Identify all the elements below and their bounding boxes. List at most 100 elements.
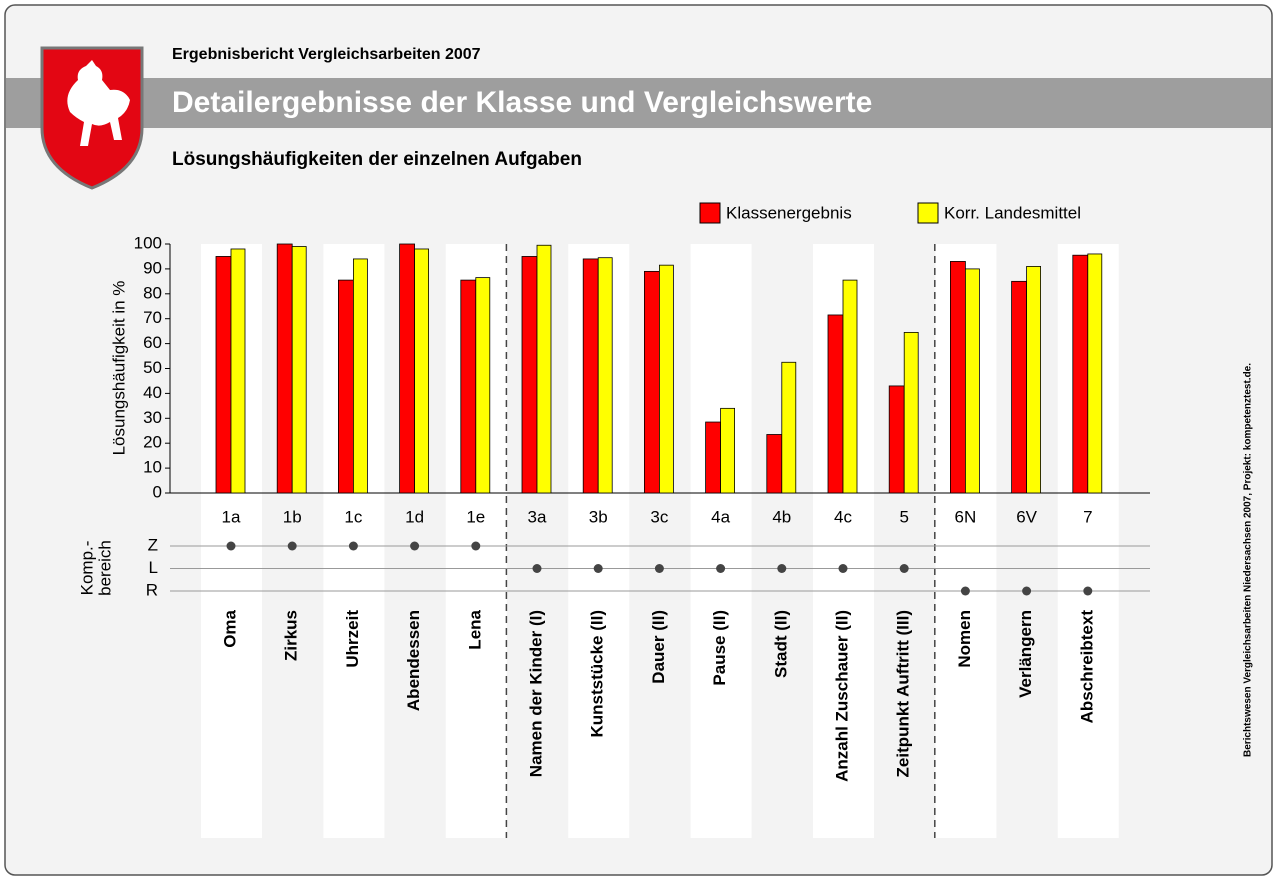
x-tick-label: 5 — [899, 507, 908, 526]
competence-dot — [226, 541, 236, 551]
x-tick-label: 6V — [1016, 507, 1037, 526]
legend-swatch — [917, 202, 939, 224]
bar — [597, 257, 613, 494]
task-name: Uhrzeit — [343, 610, 362, 668]
task-name: Dauer (II) — [649, 610, 668, 684]
bar — [950, 261, 966, 494]
competence-dot — [287, 541, 297, 551]
column-band — [690, 244, 752, 838]
title-band — [6, 78, 1271, 128]
x-tick-label: 1c — [344, 507, 362, 526]
bar — [215, 256, 232, 494]
task-name: Anzahl Zuschauer (II) — [832, 610, 851, 782]
y-tick-label: 100 — [134, 233, 162, 252]
x-tick-label: 3b — [589, 507, 608, 526]
bar — [644, 270, 660, 494]
competence-level: R — [146, 580, 158, 599]
x-tick-label: 1b — [283, 507, 302, 526]
bar — [903, 331, 919, 494]
bar — [888, 385, 905, 494]
task-name: Nomen — [955, 610, 974, 668]
bar — [842, 279, 858, 494]
legend-swatch — [699, 202, 721, 224]
bar — [337, 279, 354, 494]
competence-dot — [593, 564, 603, 573]
task-name: Stadt (II) — [771, 610, 790, 678]
y-tick-label: 90 — [143, 258, 162, 277]
bar — [720, 407, 735, 494]
bar — [536, 244, 552, 494]
chart-title: Detailergebnisse der Klasse und Vergleic… — [172, 86, 872, 119]
bar — [1087, 253, 1103, 494]
y-tick-label: 10 — [143, 458, 162, 477]
task-name: Oma — [220, 609, 239, 647]
competence-dot — [348, 541, 358, 551]
legend-label: Korr. Landesmittel — [944, 203, 1081, 222]
header: Ergebnisbericht Vergleichsarbeiten 2007 — [172, 46, 481, 63]
task-name: Namen der Kinder (I) — [526, 610, 545, 777]
x-tick-label: 3c — [650, 507, 668, 526]
competence-level: Z — [148, 535, 158, 554]
y-tick-label: 30 — [143, 408, 162, 427]
competence-level: L — [149, 558, 158, 577]
bar — [291, 246, 307, 494]
competence-dot — [899, 564, 909, 573]
task-name: Verlängern — [1016, 610, 1035, 698]
y-axis-label: Lösungshäufigkeit in % — [109, 281, 128, 456]
x-tick-label: 1e — [466, 507, 485, 526]
competence-dot — [410, 541, 420, 551]
coat-of-arms — [40, 46, 144, 190]
y-tick-label: 40 — [143, 383, 162, 402]
legend-label: Klassenergebnis — [726, 203, 852, 222]
competence-dot — [838, 564, 848, 573]
task-name: Zirkus — [282, 610, 301, 661]
x-tick-label: 6N — [955, 507, 977, 526]
task-name: Pause (II) — [710, 610, 729, 686]
task-name: Abendessen — [404, 610, 423, 711]
bar — [766, 434, 783, 494]
bar — [659, 264, 674, 494]
bar — [705, 421, 721, 494]
bar — [352, 258, 368, 494]
bar — [827, 314, 844, 494]
competence-label: Komp.- — [77, 541, 96, 596]
bar — [230, 248, 246, 494]
x-tick-label: 1d — [405, 507, 424, 526]
x-tick-label: 4b — [772, 507, 791, 526]
bar — [1011, 280, 1027, 494]
x-tick-label: 1a — [222, 507, 241, 526]
y-tick-label: 60 — [143, 333, 162, 352]
bar — [399, 243, 416, 494]
y-tick-label: 50 — [143, 358, 162, 377]
task-name: Abschreibtext — [1077, 610, 1096, 724]
y-tick-label: 0 — [153, 482, 162, 501]
competence-label: bereich — [95, 540, 114, 596]
task-name: Kunststücke (II) — [588, 610, 607, 738]
bar — [414, 248, 430, 494]
bar — [1026, 266, 1041, 494]
x-tick-label: 7 — [1083, 507, 1092, 526]
competence-dot — [1022, 586, 1032, 596]
bar — [521, 256, 538, 494]
bar — [460, 279, 477, 494]
competence-dot — [654, 564, 664, 573]
y-tick-label: 70 — [143, 308, 162, 327]
bar — [582, 258, 599, 494]
bar — [1072, 254, 1089, 494]
competence-dot — [471, 541, 481, 551]
bar — [965, 268, 980, 494]
chart-subtitle: Lösungshäufigkeiten der einzelnen Aufgab… — [172, 149, 582, 170]
x-tick-label: 4a — [711, 507, 730, 526]
x-tick-label: 4c — [834, 507, 852, 526]
task-name: Zeitpunkt Auftritt (III) — [894, 610, 913, 777]
bar — [781, 361, 797, 494]
y-tick-label: 20 — [143, 433, 162, 452]
sidebar-text: Berichtswesen Vergleichsarbeiten Nieders… — [1243, 363, 1254, 757]
competence-dot — [532, 564, 542, 573]
competence-dot — [777, 564, 787, 573]
bar — [276, 243, 293, 494]
competence-dot — [960, 586, 970, 596]
task-name: Lena — [465, 609, 484, 649]
y-tick-label: 80 — [143, 283, 162, 302]
